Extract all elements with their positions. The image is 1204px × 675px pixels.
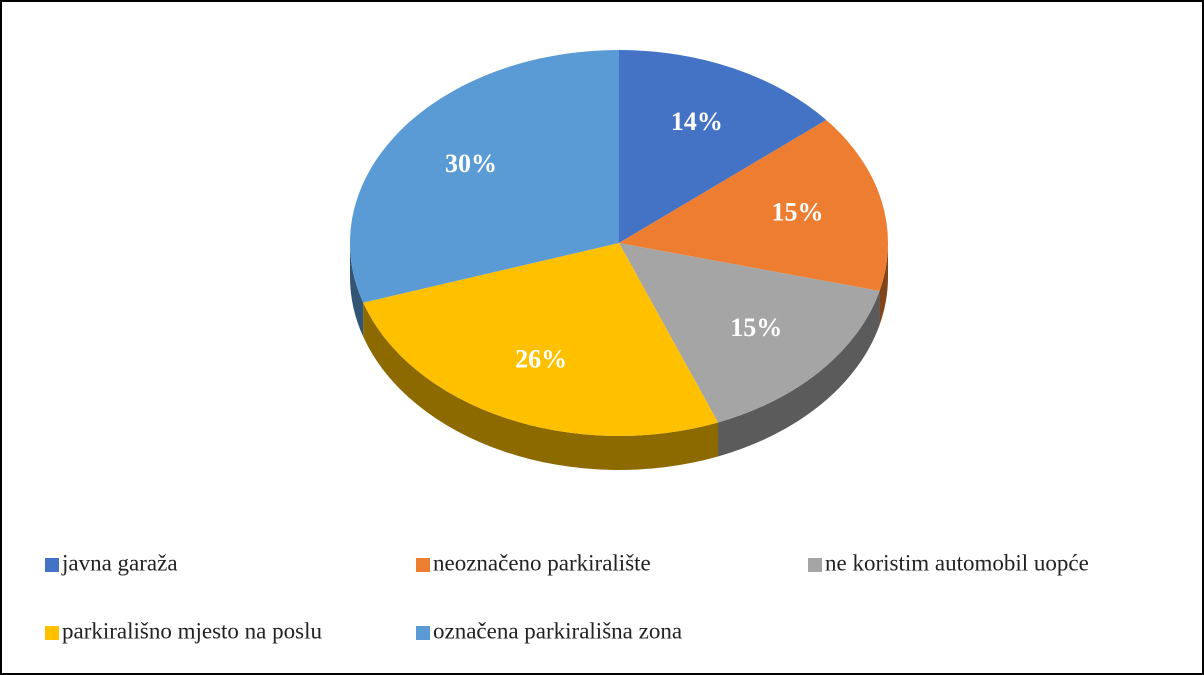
legend-label: ne koristim automobil uopće: [825, 550, 1089, 575]
legend-label: javna garaža: [61, 550, 178, 575]
data-label: 26%: [515, 345, 567, 374]
slice-side: [879, 243, 888, 325]
slice: [350, 50, 619, 303]
slice-side: [363, 302, 719, 471]
legend-swatch: [416, 558, 430, 572]
legend-swatch: [45, 626, 59, 640]
data-label: 15%: [772, 197, 824, 226]
slice-side: [718, 290, 880, 457]
legend-swatch: [416, 626, 430, 640]
data-label: 15%: [730, 313, 782, 342]
slice: [619, 243, 880, 423]
data-label: 14%: [671, 107, 723, 136]
legend-swatch: [808, 558, 822, 572]
legend-swatch: [45, 558, 59, 572]
legend-label: označena parkirališna zona: [433, 618, 682, 643]
data-label: 30%: [445, 149, 497, 178]
slice: [619, 50, 827, 243]
slice-side: [350, 243, 364, 337]
legend-label: parkirališno mjesto na poslu: [62, 618, 322, 643]
legend-label: neoznačeno parkiralište: [433, 550, 651, 575]
slice: [619, 119, 889, 291]
slice: [363, 243, 719, 436]
